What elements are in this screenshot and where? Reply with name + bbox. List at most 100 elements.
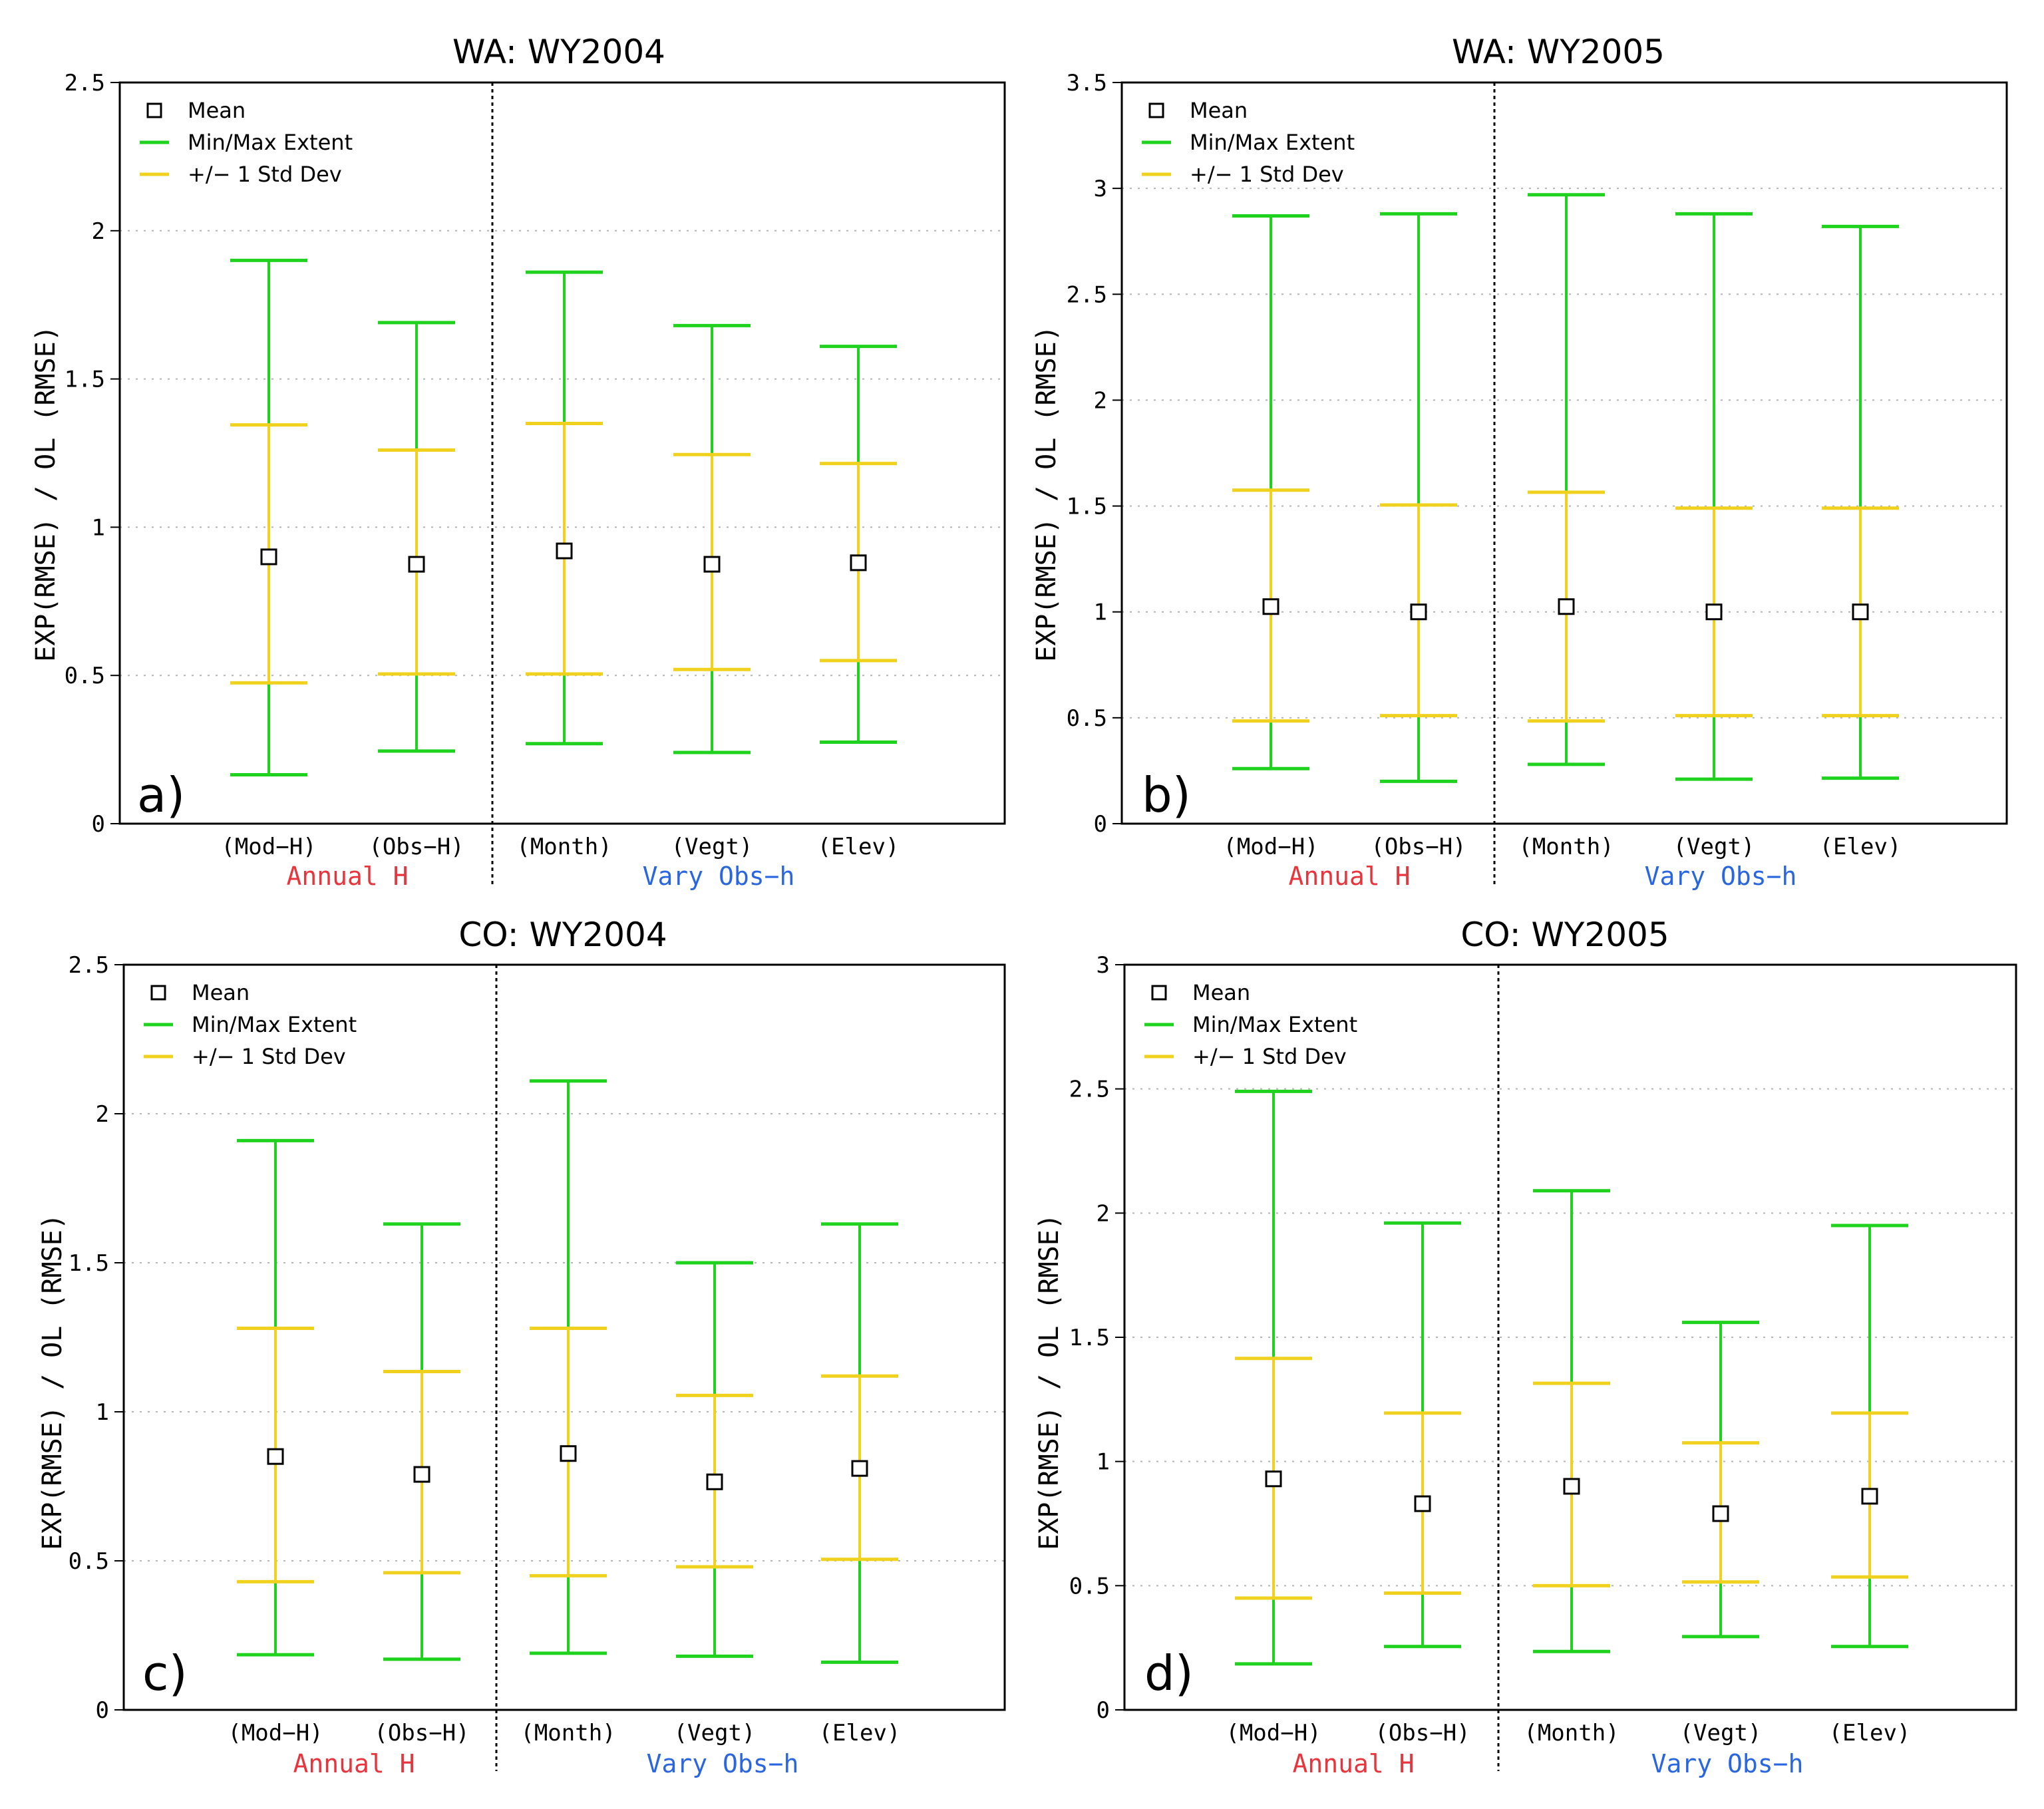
category-label: (Month): [516, 834, 611, 860]
legend-minmax-label: Min/Max Extent: [192, 1012, 357, 1037]
legend-std-label: +/− 1 Std Dev: [1192, 1044, 1347, 1069]
y-tick-label: 2.5: [69, 952, 109, 979]
mean-marker: [560, 1445, 577, 1462]
y-tick-label: 1: [1094, 599, 1107, 626]
category-label: (Mod−H): [221, 834, 316, 860]
panel-letter: b): [1142, 767, 1191, 823]
y-tick-label: 0.5: [1069, 1573, 1110, 1599]
mean-marker: [267, 1448, 284, 1465]
y-tick-label: 2: [1094, 387, 1107, 414]
legend-mean-marker: [1148, 102, 1164, 118]
panel-title: CO: WY2005: [1460, 915, 1669, 954]
panel-d: CO: WY2005 EXP(RMSE) / OL (RMSE) Annual …: [1034, 915, 2017, 1778]
y-tick-label: 1.5: [69, 1250, 109, 1277]
y-axis-label: EXP(RMSE) / OL (RMSE): [37, 1214, 68, 1550]
panel-b: WA: WY2005 EXP(RMSE) / OL (RMSE) Annual …: [1031, 33, 2008, 891]
mean-marker: [556, 542, 573, 560]
mean-marker: [1265, 1470, 1282, 1488]
group-label-vary: Vary Obs−h: [647, 1749, 799, 1778]
y-tick-label: 3: [1094, 176, 1107, 202]
y-tick-label: 1: [96, 1399, 109, 1426]
plot-frame: [118, 81, 1006, 825]
mean-marker: [1563, 1478, 1580, 1495]
y-tick-label: 2: [96, 1101, 109, 1128]
mean-marker: [1712, 1505, 1729, 1522]
category-label: (Vegt): [1673, 834, 1755, 860]
y-tick-label: 2.5: [65, 70, 105, 96]
category-label: (Month): [520, 1720, 615, 1746]
mean-marker: [1852, 603, 1869, 621]
mean-marker: [851, 1460, 868, 1477]
group-label-annual: Annual H: [1288, 862, 1410, 891]
group-label-annual: Annual H: [293, 1749, 415, 1778]
y-tick-label: 0.5: [1067, 705, 1107, 732]
mean-marker: [1414, 1495, 1431, 1512]
y-tick-label: 3.5: [1067, 70, 1107, 96]
panel-letter: d): [1144, 1645, 1194, 1701]
group-label-vary: Vary Obs−h: [643, 862, 795, 891]
y-tick-label: 0.5: [69, 1548, 109, 1575]
mean-marker: [408, 556, 425, 573]
legend-mean-label: Mean: [192, 980, 250, 1005]
y-tick-label: 0.5: [65, 663, 105, 689]
y-tick-label: 0: [1094, 811, 1107, 838]
legend-std-label: +/− 1 Std Dev: [188, 162, 342, 187]
mean-marker: [1705, 603, 1723, 621]
panel-letter: a): [137, 767, 185, 823]
group-label-annual: Annual H: [1292, 1749, 1414, 1778]
legend-mean-marker: [146, 102, 162, 118]
category-label: (Vegt): [671, 834, 753, 860]
category-label: (Month): [1524, 1720, 1619, 1746]
legend-mean-marker: [1151, 985, 1167, 1001]
y-axis-label: EXP(RMSE) / OL (RMSE): [1034, 1214, 1065, 1550]
legend-minmax-label: Min/Max Extent: [188, 130, 353, 155]
y-tick-label: 2.5: [1067, 281, 1107, 308]
panel-title: WA: WY2005: [1452, 33, 1665, 71]
category-label: (Vegt): [674, 1720, 756, 1746]
panel-a: WA: WY2004 EXP(RMSE) / OL (RMSE) Annual …: [31, 33, 1006, 891]
y-tick-label: 1: [92, 514, 105, 541]
category-label: (Mod−H): [228, 1720, 323, 1746]
y-tick-label: 2: [92, 218, 105, 245]
plot-frame: [122, 963, 1006, 1711]
legend-std-label: +/− 1 Std Dev: [192, 1044, 346, 1069]
legend-mean-label: Mean: [1192, 980, 1250, 1005]
panel-c: CO: WY2004 EXP(RMSE) / OL (RMSE) Annual …: [37, 915, 1006, 1778]
mean-marker: [1262, 598, 1279, 615]
legend-mean-label: Mean: [1190, 98, 1248, 123]
category-label: (Obs−H): [374, 1720, 469, 1746]
mean-marker: [260, 548, 277, 566]
group-label-vary: Vary Obs−h: [1651, 1749, 1804, 1778]
y-tick-label: 1: [1097, 1449, 1110, 1476]
category-label: (Elev): [1820, 834, 1902, 860]
plot-frame: [1120, 81, 2008, 825]
panel-title: CO: WY2004: [458, 915, 667, 954]
legend-minmax-label: Min/Max Extent: [1192, 1012, 1357, 1037]
plot-frame: [1123, 963, 2017, 1711]
category-label: (Mod−H): [1226, 1720, 1321, 1746]
group-label-vary: Vary Obs−h: [1645, 862, 1797, 891]
y-tick-label: 3: [1097, 952, 1110, 979]
panel-letter: c): [142, 1645, 188, 1701]
category-label: (Elev): [1829, 1720, 1911, 1746]
panel-title: WA: WY2004: [452, 33, 665, 71]
category-label: (Elev): [819, 1720, 901, 1746]
mean-marker: [1861, 1488, 1878, 1505]
category-label: (Vegt): [1680, 1720, 1762, 1746]
legend-minmax-label: Min/Max Extent: [1190, 130, 1355, 155]
category-label: (Elev): [818, 834, 900, 860]
category-label: (Obs−H): [369, 834, 464, 860]
category-label: (Obs−H): [1375, 1720, 1470, 1746]
group-label-annual: Annual H: [286, 862, 408, 891]
mean-marker: [850, 554, 867, 572]
y-tick-label: 0: [1097, 1697, 1110, 1724]
y-axis-label: EXP(RMSE) / OL (RMSE): [31, 325, 61, 662]
y-tick-label: 1.5: [65, 367, 105, 393]
y-tick-label: 1.5: [1067, 494, 1107, 520]
y-tick-label: 2.5: [1069, 1076, 1110, 1103]
legend-mean-label: Mean: [188, 98, 246, 123]
legend-std-label: +/− 1 Std Dev: [1190, 162, 1344, 187]
y-tick-label: 2: [1097, 1200, 1110, 1227]
category-label: (Obs−H): [1371, 834, 1466, 860]
